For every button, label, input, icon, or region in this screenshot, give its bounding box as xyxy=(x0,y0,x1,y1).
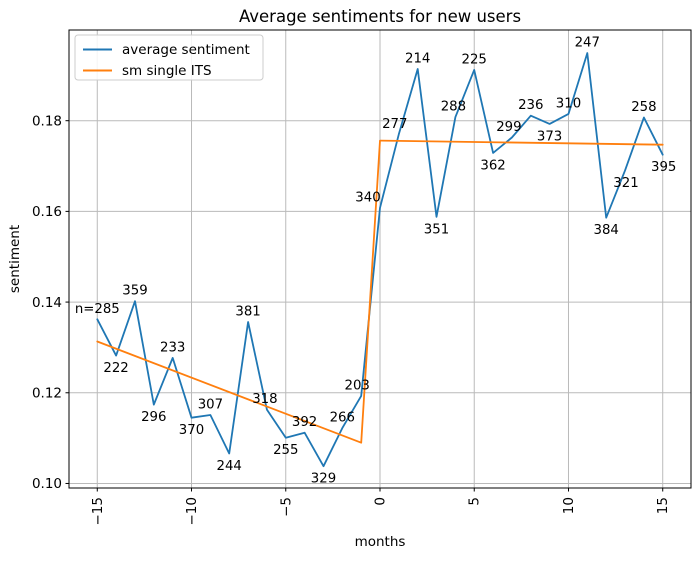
y-axis-label: sentiment xyxy=(7,225,23,293)
point-label: 340 xyxy=(355,190,380,205)
point-label: 321 xyxy=(613,176,638,191)
point-label: 258 xyxy=(631,100,656,115)
x-axis-label: months xyxy=(355,534,406,550)
point-label: 214 xyxy=(405,52,430,67)
tick-labels: −15 −10 −5 0 5 10 15 0.10 0.12 0.14 0.16 0.18 xyxy=(32,113,671,525)
legend: average sentiment sm single ITS xyxy=(74,34,264,81)
y-tick-label: 0.12 xyxy=(32,385,62,401)
point-label: 307 xyxy=(198,398,223,413)
point-label: 225 xyxy=(462,52,487,67)
point-label: 288 xyxy=(441,100,466,115)
point-label: 233 xyxy=(160,340,185,355)
x-tick-label: 5 xyxy=(467,497,483,506)
x-tick-label: 10 xyxy=(561,497,577,514)
point-label: 381 xyxy=(235,305,260,320)
point-label: 299 xyxy=(496,120,521,135)
legend-label: average sentiment xyxy=(122,42,250,58)
chart-title: Average sentiments for new users xyxy=(239,7,521,26)
point-label: 203 xyxy=(345,378,370,393)
point-label: 359 xyxy=(122,284,147,299)
point-label: 329 xyxy=(311,472,336,487)
y-tick-label: 0.10 xyxy=(32,476,62,492)
point-label: 296 xyxy=(141,410,166,425)
point-label: 222 xyxy=(103,361,128,376)
point-label: 395 xyxy=(651,160,676,175)
legend-box xyxy=(74,34,264,81)
x-tick-label: −10 xyxy=(184,497,200,526)
y-tick-label: 0.18 xyxy=(32,113,62,129)
point-label: 362 xyxy=(480,158,505,173)
point-label: 384 xyxy=(594,223,619,238)
x-tick-label: 15 xyxy=(655,497,671,514)
point-label: 244 xyxy=(217,459,242,474)
point-label: 277 xyxy=(382,117,407,132)
point-annotations: n=285 222 359 296 233 370 307 244 381 318 255 392 32… xyxy=(75,36,677,487)
point-label: 310 xyxy=(556,96,581,111)
point-label: 351 xyxy=(424,222,449,237)
y-tick-label: 0.14 xyxy=(32,295,62,311)
point-label: 373 xyxy=(537,129,562,144)
series-line-sm-single-its xyxy=(96,139,664,444)
point-label: 236 xyxy=(518,98,543,113)
x-tick-label: 0 xyxy=(373,497,389,506)
point-label: 266 xyxy=(330,411,355,426)
point-label: n=285 xyxy=(75,302,120,317)
point-label: 318 xyxy=(252,392,277,407)
point-label: 255 xyxy=(273,443,298,458)
point-label: 392 xyxy=(292,415,317,430)
x-tick-label: −5 xyxy=(278,497,294,517)
point-label: 370 xyxy=(179,423,204,438)
legend-label: sm single ITS xyxy=(122,63,212,79)
series-line-average-sentiment xyxy=(96,52,664,468)
point-label: 247 xyxy=(575,36,600,51)
x-tick-label: −15 xyxy=(90,497,106,526)
tick-marks xyxy=(65,120,664,492)
y-tick-label: 0.16 xyxy=(32,204,62,220)
